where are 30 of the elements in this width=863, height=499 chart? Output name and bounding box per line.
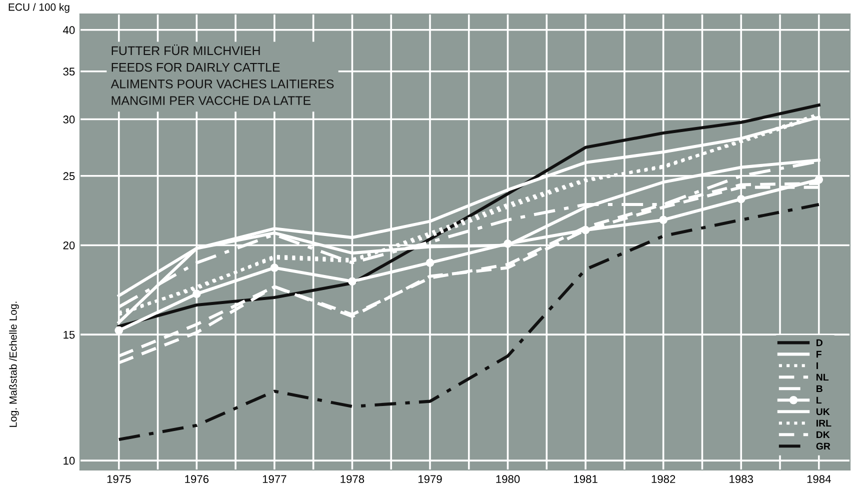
legend-label: F [816,350,822,358]
legend-label: GR [816,442,830,450]
y-axis-title: ECU / 100 kg [8,3,70,13]
x-tick-label: 1979 [418,475,442,484]
text: FUTTER FÜR MILCHVIEH FEEDS FOR DAIRLY CATTLE ALIMENTS POUR VACHES LAITIERES MANGIMI PER VACCHE DA LATTE [110,44,334,106]
legend-label: UK [816,408,830,416]
x-tick-label: 1980 [496,475,520,484]
y-tick-label: 15 [64,330,75,339]
y-tick-label: 35 [63,68,75,76]
y-tick-label: 25 [63,172,75,180]
y-tick-label: 40 [63,26,75,34]
y-tick-label: 30 [63,116,75,124]
text: Log. Maßstab /Echelle Log. [9,302,19,427]
x-tick-label: 1982 [652,475,676,484]
x-tick-label: 1978 [340,475,364,484]
x-tick-label: 1976 [185,475,209,484]
y-tick-label: 10 [64,456,75,465]
legend-label: I [816,362,818,370]
legend-label: NL [816,374,829,381]
x-tick-label: 1977 [262,475,286,484]
legend-label: D [816,339,822,346]
x-tick-label: 1981 [574,475,598,484]
legend-label: L [816,396,822,404]
x-tick-label: 1983 [730,475,753,484]
legend-label: IRL [816,420,832,427]
y-tick-label: 20 [63,241,75,250]
legend-label: DK [816,431,830,438]
x-tick-label: 1984 [807,475,831,484]
legend-label: B [816,385,822,392]
x-tick-label: 1975 [107,475,131,484]
